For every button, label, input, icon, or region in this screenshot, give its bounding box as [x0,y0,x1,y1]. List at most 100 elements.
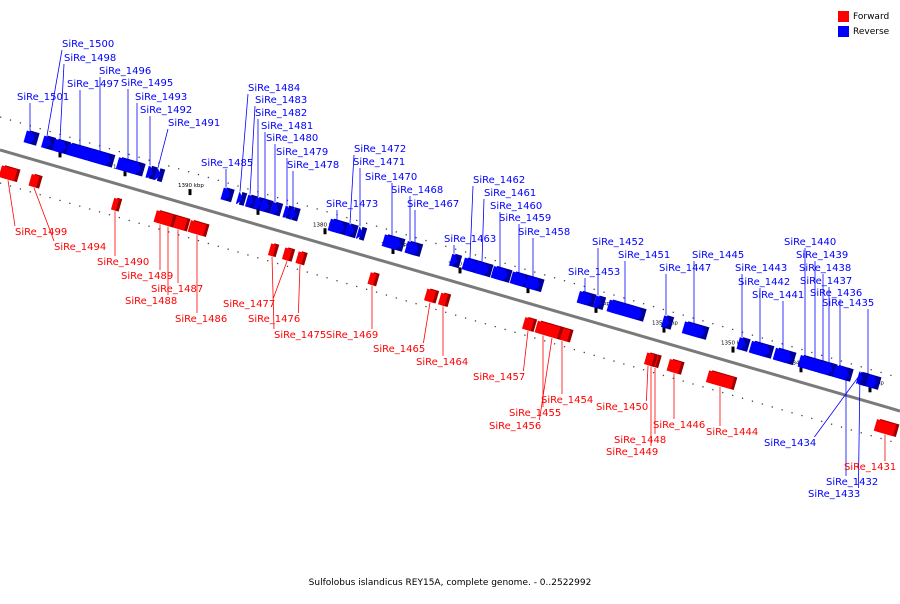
reverse-gene-label: SiRe_1497 [67,79,119,90]
reverse-gene-label: SiRe_1481 [261,121,313,132]
forward-gene [424,288,440,304]
reverse-gene-body [244,194,254,208]
reverse-gene-label: SiRe_1483 [255,95,307,106]
legend-forward-label: Forward [853,11,890,22]
reverse-gene-label: SiRe_1443 [735,263,787,274]
forward-gene [543,323,564,340]
reverse-gene-label: SiRe_1482 [255,108,307,119]
reverse-gene [220,187,235,203]
reverse-gene-label: SiRe_1438 [799,263,851,274]
reverse-gene-label-leader [59,63,65,140]
reverse-gene-label: SiRe_1498 [64,53,116,64]
forward-gene-body [522,317,534,332]
reverse-gene [681,321,710,340]
reverse-gene-label: SiRe_1484 [248,83,300,94]
forward-gene-label-leader [7,180,16,227]
forward-gene-body [873,419,897,437]
forward-gene-label: SiRe_1494 [54,242,106,253]
upper-guide-dots [0,116,900,379]
reverse-gene-label: SiRe_1495 [121,78,173,89]
forward-gene-label: SiRe_1489 [121,271,173,282]
forward-gene-label: SiRe_1475 [274,330,326,341]
legend-forward: Forward [838,9,889,24]
reverse-gene-body [52,138,67,153]
reverse-gene-body [41,135,52,149]
forward-gene [705,370,738,391]
reverse-gene [259,198,274,214]
forward-gene-body [153,210,167,225]
forward-gene-label-leader [423,302,431,344]
reverse-gene-body [131,161,141,175]
forward-gene [0,165,21,183]
reverse-gene-shadow [858,371,868,386]
reverse-gene-label: SiRe_1447 [659,263,711,274]
forward-gene [28,173,43,189]
reverse-gene-body [576,290,592,306]
reverse-gene-label: SiRe_1445 [692,250,744,261]
forward-gene-label: SiRe_1490 [97,257,149,268]
reverse-gene-label: SiRe_1462 [473,175,525,186]
forward-gene-label-leader [539,338,553,421]
reverse-swatch [838,26,849,37]
reverse-gene [87,149,116,168]
reverse-gene-body [145,165,153,178]
reverse-gene [381,234,406,252]
reverse-gene [490,265,513,283]
reverse-gene-body [252,197,262,210]
reverse-gene [355,226,368,241]
reverse-gene-body [23,130,35,144]
lower-guide-dots [0,182,900,445]
genome-caption: Sulfolobus islandicus REY15A, complete g… [308,578,592,588]
reverse-gene-label: SiRe_1453 [568,267,620,278]
reverse-gene-label: SiRe_1437 [800,276,852,287]
scale-tick [188,189,192,196]
forward-gene-body [110,197,120,211]
reverse-gene-shadow [291,207,301,222]
forward-gene-shadow [654,354,662,369]
reverse-gene-body [855,371,863,384]
scale-tick [458,267,462,274]
reverse-gene-label: SiRe_1463 [444,234,496,245]
reverse-gene [23,130,40,146]
reverse-gene-label: SiRe_1434 [764,438,816,449]
forward-gene-label-leader [298,264,301,314]
reverse-gene-body [220,187,230,201]
reverse-gene-label: SiRe_1441 [752,290,804,301]
forward-gene [281,247,296,262]
reverse-gene-label-leader [157,128,169,168]
scale-tick [662,326,666,333]
reverse-gene-body [736,337,746,350]
forward-gene-label: SiRe_1450 [596,402,648,413]
reverse-gene-label: SiRe_1478 [287,160,339,171]
forward-gene-label: SiRe_1454 [541,395,593,406]
reverse-gene-body [592,295,602,309]
forward-gene-body [162,212,174,227]
legend: Forward Reverse [838,9,889,39]
forward-gene-label: SiRe_1464 [416,357,468,368]
reverse-gene-label: SiRe_1467 [407,199,459,210]
forward-gene [187,220,210,237]
reverse-gene-label-leader [239,93,249,192]
scale-tick [868,386,872,393]
scale-tick [731,346,735,353]
reverse-gene-label: SiRe_1480 [266,133,318,144]
forward-gene-label-leader [646,365,649,402]
forward-gene-label: SiRe_1449 [606,447,658,458]
forward-gene-label: SiRe_1446 [653,420,705,431]
forward-gene-body [281,247,293,261]
scale-label: 1370 kbp [448,261,474,267]
reverse-gene-body [282,205,290,218]
reverse-gene-label: SiRe_1485 [201,158,253,169]
scale-tick [58,151,62,158]
forward-gene-body [424,288,436,303]
reverse-gene-label: SiRe_1492 [140,105,192,116]
reverse-gene [660,315,675,330]
forward-gene-label: SiRe_1477 [223,299,275,310]
forward-gene [873,418,900,438]
reverse-gene-body [409,242,419,255]
scale-tick [123,170,127,177]
legend-reverse: Reverse [838,24,889,39]
reverse-gene-label-leader [349,154,355,224]
reverse-gene-body [381,234,401,250]
reverse-gene-label: SiRe_1452 [592,237,644,248]
